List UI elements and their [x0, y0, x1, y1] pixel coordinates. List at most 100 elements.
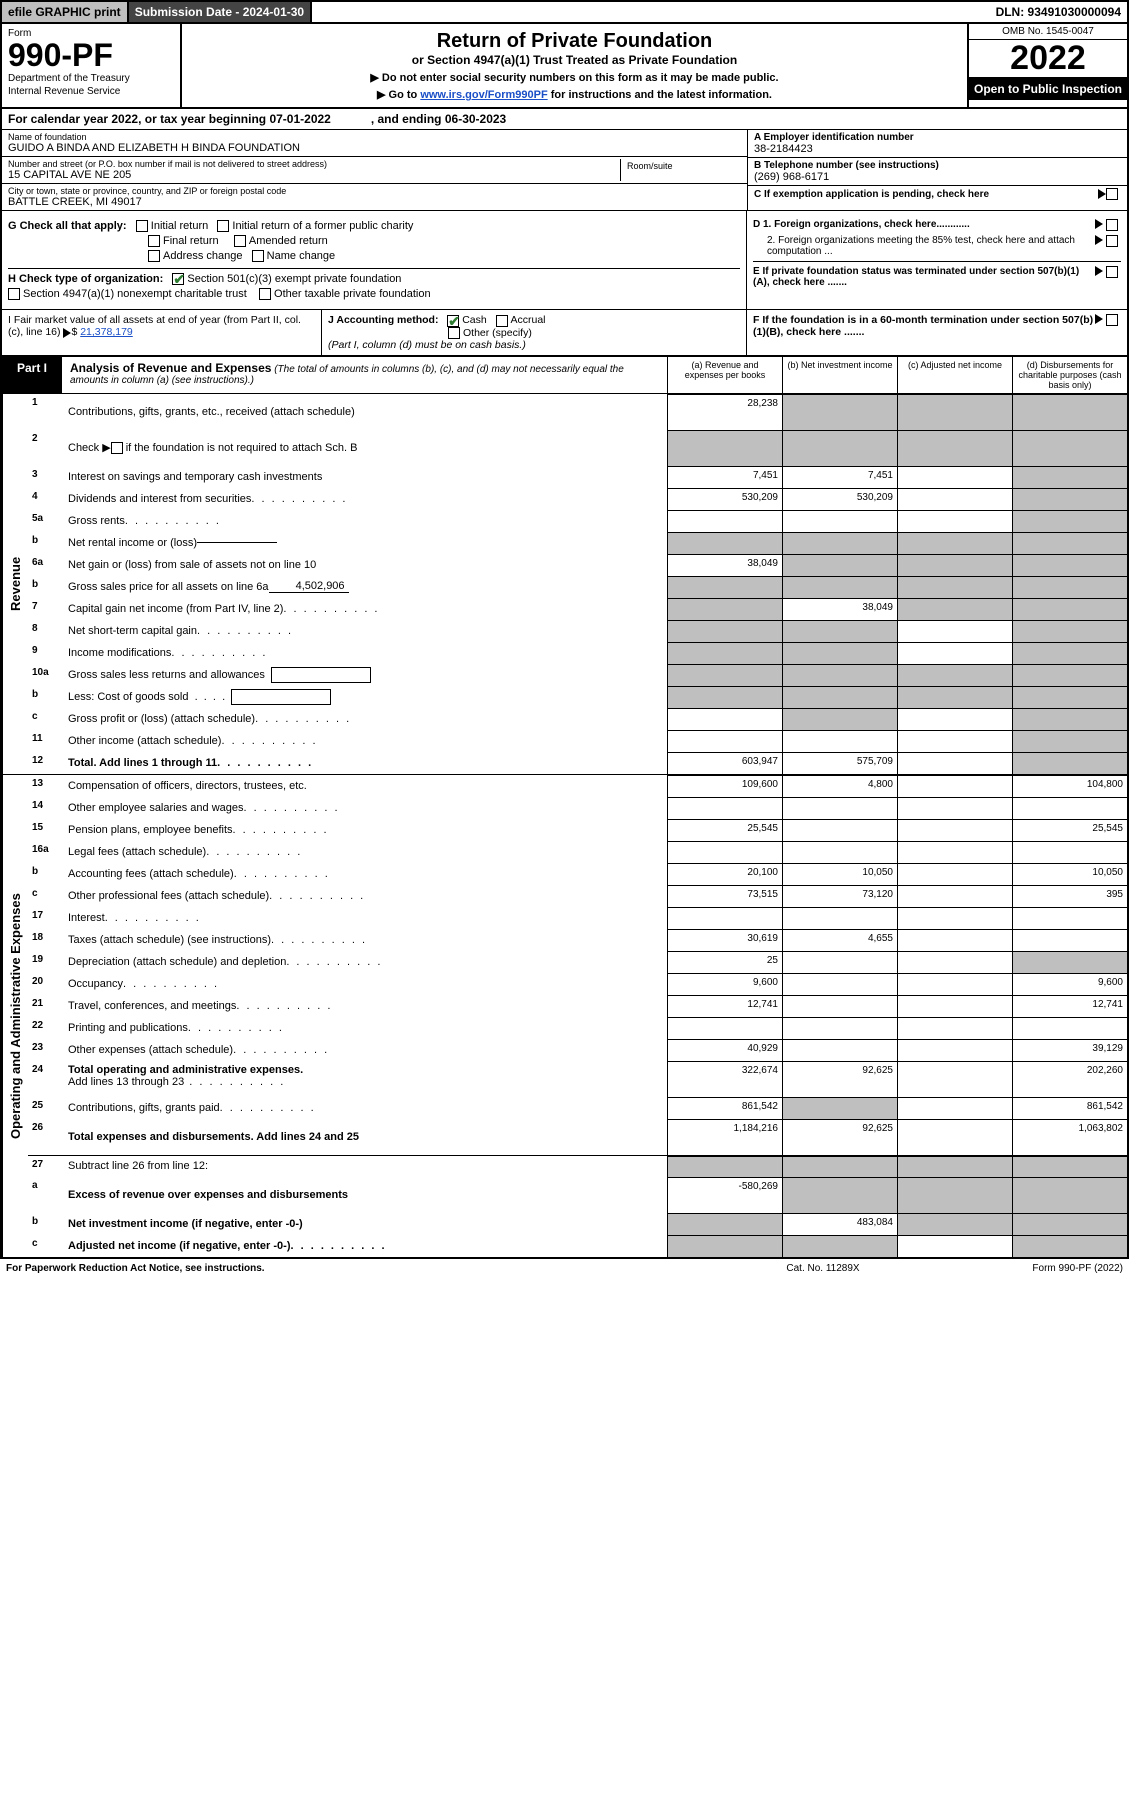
row-num: b	[28, 863, 64, 885]
cell-d	[1012, 1156, 1127, 1177]
row-num: b	[28, 532, 64, 554]
col-a-header: (a) Revenue and expenses per books	[667, 357, 782, 393]
cell-a	[667, 598, 782, 620]
cell-d	[1012, 394, 1127, 430]
chk-cash[interactable]	[447, 315, 459, 327]
part1-title: Analysis of Revenue and Expenses	[70, 361, 271, 375]
address-row: Number and street (or P.O. box number if…	[2, 157, 747, 184]
street-label: Number and street (or P.O. box number if…	[8, 159, 620, 169]
cell-c	[897, 841, 1012, 863]
row-5a: 5a Gross rents	[28, 510, 1127, 532]
cell-c	[897, 775, 1012, 797]
irs-link[interactable]: www.irs.gov/Form990PF	[420, 89, 547, 101]
r10a-box[interactable]	[271, 667, 371, 683]
note-link: ▶ Go to www.irs.gov/Form990PF for instru…	[188, 88, 961, 101]
chk-initial[interactable]	[136, 220, 148, 232]
opt-501c3: Section 501(c)(3) exempt private foundat…	[187, 273, 401, 285]
cell-a: 28,238	[667, 394, 782, 430]
cell-a: 40,929	[667, 1039, 782, 1061]
section-d-e: D 1. Foreign organizations, check here..…	[747, 211, 1127, 309]
chk-amended[interactable]	[234, 235, 246, 247]
r5b-input[interactable]	[197, 542, 277, 543]
chk-other-tax[interactable]	[259, 288, 271, 300]
cell-b	[782, 1039, 897, 1061]
cell-d	[1012, 752, 1127, 774]
row-10a: 10a Gross sales less returns and allowan…	[28, 664, 1127, 686]
chk-d2[interactable]	[1106, 235, 1118, 247]
cell-b: 530,209	[782, 488, 897, 510]
exemption-checkbox[interactable]	[1106, 188, 1118, 200]
dept-treasury: Department of the Treasury	[8, 73, 174, 84]
chk-name[interactable]	[252, 250, 264, 262]
cell-a	[667, 1213, 782, 1235]
row-num: 23	[28, 1039, 64, 1061]
chk-final[interactable]	[148, 235, 160, 247]
cal-mid: , and ending	[371, 112, 445, 126]
city-label: City or town, state or province, country…	[8, 186, 741, 196]
cell-b	[782, 394, 897, 430]
foundation-name: GUIDO A BINDA AND ELIZABETH H BINDA FOUN…	[8, 142, 741, 154]
row-num: b	[28, 1213, 64, 1235]
cell-a: 603,947	[667, 752, 782, 774]
row-6b: b Gross sales price for all assets on li…	[28, 576, 1127, 598]
row-num: 21	[28, 995, 64, 1017]
cell-b	[782, 554, 897, 576]
open-inspection: Open to Public Inspection	[969, 78, 1127, 100]
cell-c	[897, 488, 1012, 510]
cell-d	[1012, 664, 1127, 686]
chk-address[interactable]	[148, 250, 160, 262]
row-4: 4 Dividends and interest from securities…	[28, 488, 1127, 510]
cell-a	[667, 708, 782, 730]
row-desc: Travel, conferences, and meetings	[64, 995, 667, 1017]
chk-accrual[interactable]	[496, 315, 508, 327]
row-num: b	[28, 686, 64, 708]
cell-c	[897, 708, 1012, 730]
opt-4947: Section 4947(a)(1) nonexempt charitable …	[23, 288, 247, 300]
r10b-box[interactable]	[231, 689, 331, 705]
chk-other-acct[interactable]	[448, 327, 460, 339]
row-desc: Dividends and interest from securities	[64, 488, 667, 510]
h-row2: Section 4947(a)(1) nonexempt charitable …	[8, 288, 740, 300]
chk-f[interactable]	[1106, 314, 1118, 326]
chk-initial-former[interactable]	[217, 220, 229, 232]
chk-501c3[interactable]	[172, 273, 184, 285]
cell-c	[897, 576, 1012, 598]
cell-d	[1012, 730, 1127, 752]
row-desc: Other income (attach schedule)	[64, 730, 667, 752]
cell-c	[897, 1213, 1012, 1235]
cell-a	[667, 664, 782, 686]
chk-d1[interactable]	[1106, 219, 1118, 231]
row-num: 1	[28, 394, 64, 430]
row-num: 14	[28, 797, 64, 819]
cell-c	[897, 1235, 1012, 1257]
info-left: Name of foundation GUIDO A BINDA AND ELI…	[2, 130, 747, 210]
chk-4947[interactable]	[8, 288, 20, 300]
opt-name: Name change	[267, 250, 336, 262]
exemption-cell: C If exemption application is pending, c…	[748, 186, 1127, 202]
chk-schb[interactable]	[111, 442, 123, 454]
row-num: 9	[28, 642, 64, 664]
submission-date-button[interactable]: Submission Date - 2024-01-30	[129, 2, 312, 22]
header-left: Form 990-PF Department of the Treasury I…	[2, 24, 182, 107]
cell-d: 104,800	[1012, 775, 1127, 797]
efile-print-button[interactable]: efile GRAPHIC print	[2, 2, 129, 22]
cell-d	[1012, 510, 1127, 532]
cell-d	[1012, 951, 1127, 973]
f-row: F If the foundation is in a 60-month ter…	[753, 314, 1121, 338]
row-num: 15	[28, 819, 64, 841]
cell-a	[667, 510, 782, 532]
cell-d: 861,542	[1012, 1097, 1127, 1119]
cell-a	[667, 1235, 782, 1257]
chk-e[interactable]	[1106, 266, 1118, 278]
cell-c	[897, 430, 1012, 466]
row-3: 3 Interest on savings and temporary cash…	[28, 466, 1127, 488]
info-right: A Employer identification number 38-2184…	[747, 130, 1127, 210]
section-g-left: G Check all that apply: Initial return I…	[2, 211, 747, 309]
cell-b	[782, 664, 897, 686]
fmv-link[interactable]: 21,378,179	[80, 326, 133, 338]
topbar-spacer	[312, 2, 989, 22]
r6b-value: 4,502,906	[269, 580, 349, 593]
cell-b: 38,049	[782, 598, 897, 620]
i-label: I Fair market value of all assets at end…	[8, 314, 301, 338]
cell-d	[1012, 907, 1127, 929]
